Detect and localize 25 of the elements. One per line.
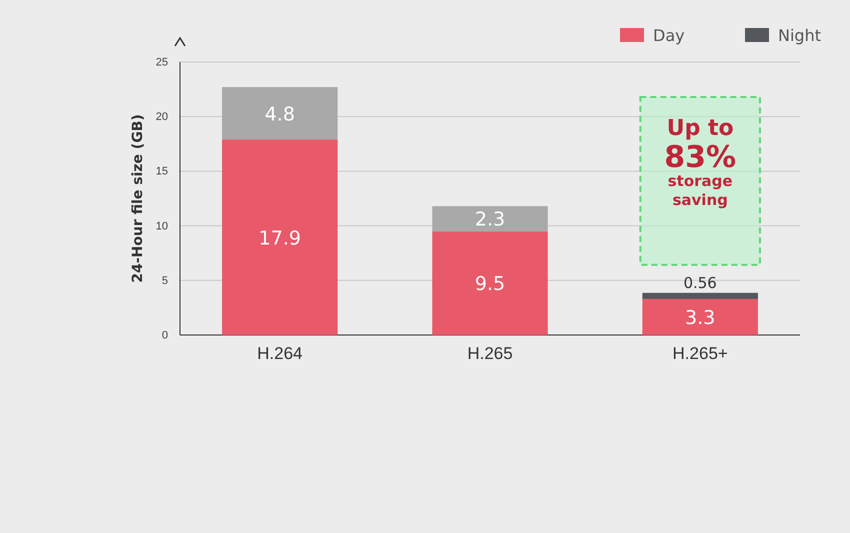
x-tick-label: H.265+: [672, 344, 728, 364]
y-tick-label: 15: [156, 166, 168, 178]
bar: [642, 292, 758, 299]
bar: [432, 206, 548, 232]
y-axis-title: 24-Hour file size (GB): [130, 114, 146, 283]
y-tick-label: 25: [156, 56, 168, 69]
data-label: 0.56: [683, 274, 717, 292]
data-label: 2.3: [474, 208, 506, 231]
data-label: 9.5: [474, 273, 506, 296]
bar: [642, 298, 758, 335]
legend-label: Day: [653, 26, 685, 45]
legend-label: Night: [778, 26, 821, 45]
bar: [222, 140, 338, 335]
data-label: 3.3: [685, 306, 716, 329]
data-label: 4.8: [264, 103, 295, 126]
bar: [432, 231, 548, 335]
annotation: Up to 83% storage saving: [664, 116, 736, 209]
x-tick-label: H.264: [257, 344, 303, 364]
x-tick-label: H.265: [467, 344, 513, 364]
y-tick-label: 0: [162, 330, 168, 342]
bar: [222, 87, 338, 140]
data-label: 17.9: [258, 227, 301, 250]
y-tick-label: 10: [156, 220, 168, 232]
y-tick-label: 20: [156, 111, 168, 124]
y-tick-label: 5: [162, 274, 168, 287]
